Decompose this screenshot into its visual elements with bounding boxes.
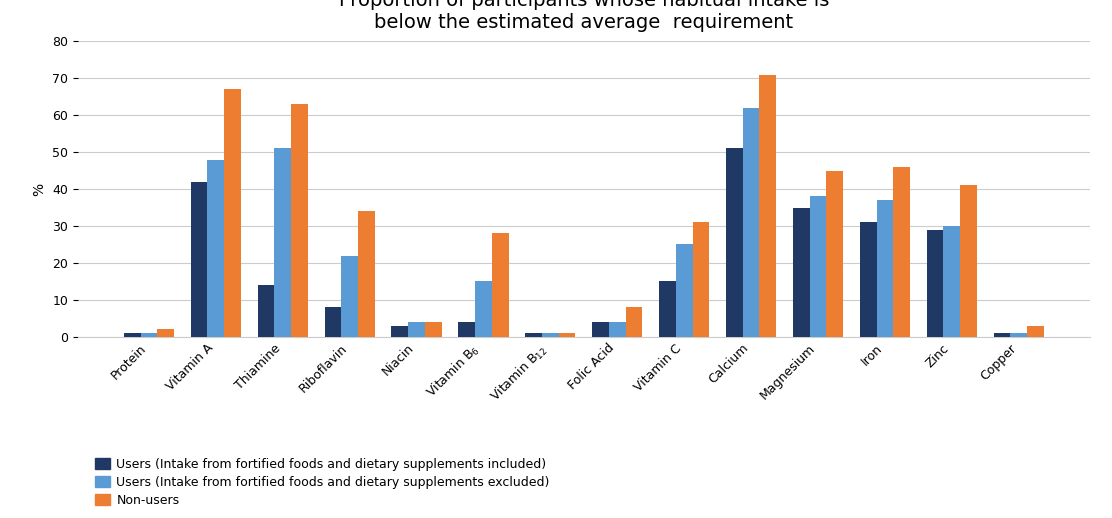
Bar [960,185,976,337]
Bar [425,322,441,337]
Bar [860,222,876,337]
Bar [558,333,575,337]
Bar [826,170,843,337]
Bar [659,281,676,337]
Y-axis label: %: % [32,182,47,196]
Bar [743,108,759,337]
Bar [225,90,241,337]
Bar [893,167,910,337]
Title: Proportion of participants whose habitual intake is
below the estimated average : Proportion of participants whose habitua… [339,0,828,32]
Bar [140,333,157,337]
Bar [525,333,542,337]
Bar [542,333,558,337]
Bar [157,329,173,337]
Bar [676,244,693,337]
Bar [458,322,475,337]
Bar [994,333,1011,337]
Bar [1011,333,1027,337]
Bar [876,200,893,337]
Bar [793,208,810,337]
Bar [693,222,709,337]
Bar [626,307,643,337]
Bar [123,333,140,337]
Bar [358,211,375,337]
Bar [291,104,308,337]
Bar [926,229,943,337]
Bar [492,233,508,337]
Bar [810,196,826,337]
Bar [208,160,225,337]
Bar [759,75,776,337]
Bar [191,182,208,337]
Bar [391,326,408,337]
Bar [726,149,743,337]
Bar [408,322,425,337]
Legend: Users (Intake from fortified foods and dietary supplements included), Users (Int: Users (Intake from fortified foods and d… [96,457,549,507]
Bar [609,322,626,337]
Bar [943,226,960,337]
Bar [593,322,609,337]
Bar [341,255,358,337]
Bar [475,281,492,337]
Bar [258,285,275,337]
Bar [325,307,341,337]
Bar [1027,326,1044,337]
Bar [275,149,291,337]
